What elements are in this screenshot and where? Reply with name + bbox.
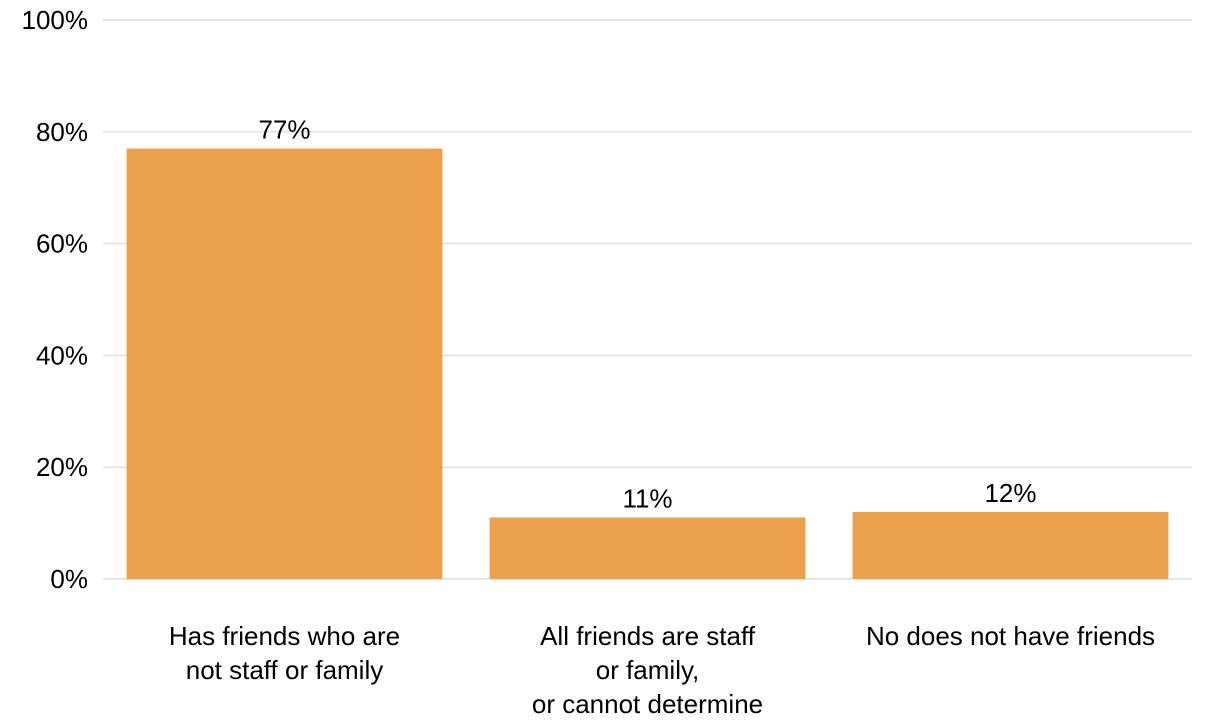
y-tick-label: 100% [22, 5, 89, 35]
x-tick-label-line: or cannot determine [532, 689, 763, 719]
data-labels: 77% 11% 12% [258, 115, 1036, 514]
data-label: 12% [984, 478, 1036, 508]
y-tick-label: 0% [50, 564, 88, 594]
bar [489, 517, 806, 579]
x-tick-label: No does not have friends [866, 621, 1155, 651]
y-tick-label: 40% [36, 340, 88, 370]
bars [126, 148, 1169, 579]
y-tick-label: 60% [36, 229, 88, 259]
y-tick-label: 80% [36, 117, 88, 147]
data-label: 11% [622, 484, 672, 514]
x-tick-label-line: All friends are staff [540, 621, 756, 651]
x-tick-label: Has friends who are not staff or family [169, 621, 400, 685]
x-tick-label: All friends are staff or family, or cannot… [532, 621, 763, 719]
x-tick-label-line: or family, [596, 655, 700, 685]
x-tick-label-line: No does not have friends [866, 621, 1155, 651]
bar [852, 511, 1169, 579]
y-axis-tick-labels: 0% 20% 40% 60% 80% 100% [22, 5, 89, 594]
y-tick-label: 20% [36, 452, 88, 482]
x-tick-label-line: Has friends who are [169, 621, 400, 651]
x-axis-category-labels: Has friends who are not staff or family Al… [169, 621, 1155, 719]
bar [126, 148, 443, 579]
data-label: 77% [258, 115, 310, 145]
x-tick-label-line: not staff or family [186, 655, 384, 685]
